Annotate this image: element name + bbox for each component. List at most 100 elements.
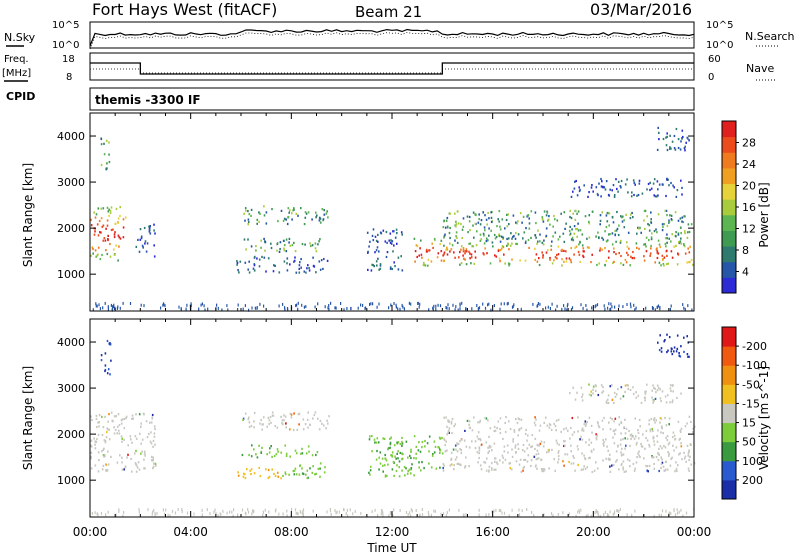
data-cell (524, 458, 527, 461)
data-cell (587, 513, 589, 517)
data-cell (668, 336, 671, 339)
data-cell (520, 427, 523, 430)
data-cell (596, 510, 599, 514)
data-cell (454, 423, 457, 426)
data-cell (570, 444, 572, 447)
data-cell (548, 426, 551, 429)
data-cell (373, 265, 375, 268)
data-cell (576, 212, 578, 215)
data-cell (314, 247, 317, 250)
data-cell (692, 431, 694, 434)
data-cell (131, 417, 133, 420)
data-cell (389, 266, 392, 269)
data-cell (124, 216, 127, 219)
data-cell (335, 511, 337, 515)
data-cell (469, 426, 472, 429)
data-cell (572, 455, 574, 458)
data-cell (105, 249, 107, 252)
x-tick-label: 04:00 (173, 525, 208, 539)
data-cell (490, 308, 492, 312)
data-cell (472, 245, 474, 248)
data-cell (152, 465, 155, 468)
data-cell (670, 147, 672, 150)
data-cell (494, 254, 496, 257)
colorbar-tick-label: 4 (742, 266, 749, 279)
data-cell (623, 226, 626, 229)
data-cell (470, 253, 473, 256)
data-cell (453, 468, 455, 471)
data-cell (666, 148, 669, 152)
data-cell (542, 220, 545, 223)
data-cell (484, 229, 486, 232)
data-cell (439, 243, 441, 246)
data-cell (407, 470, 409, 473)
data-cell (657, 341, 659, 344)
data-cell (390, 454, 392, 457)
data-cell (579, 260, 581, 263)
data-cell (106, 469, 108, 473)
data-cell (570, 462, 573, 465)
data-cell (247, 510, 250, 514)
data-cell (639, 425, 641, 428)
data-cell (135, 470, 138, 473)
data-cell (271, 208, 273, 211)
data-cell (413, 237, 416, 240)
data-cell (651, 455, 653, 458)
data-cell (421, 446, 423, 449)
data-cell (518, 513, 521, 517)
data-cell (665, 401, 668, 404)
x-axis-label: Time UT (366, 541, 417, 554)
data-cell (588, 222, 591, 225)
data-cell (525, 428, 527, 432)
data-cell (530, 459, 533, 462)
data-cell (279, 248, 281, 251)
data-cell (490, 229, 492, 232)
data-cell (100, 163, 103, 167)
data-cell (343, 508, 345, 511)
data-cell (152, 439, 155, 442)
x-tick-label: 16:00 (475, 525, 510, 539)
data-cell (97, 451, 100, 454)
data-cell (107, 420, 109, 423)
data-cell (653, 443, 656, 446)
power-colorbar-label: Power [dB] (757, 182, 771, 247)
data-cell (118, 245, 120, 248)
data-cell (478, 218, 480, 221)
data-cell (419, 247, 421, 250)
data-cell (629, 434, 632, 437)
data-cell (543, 210, 546, 213)
data-cell (322, 218, 325, 221)
data-cell (485, 469, 488, 472)
data-cell (582, 247, 585, 250)
data-cell (581, 427, 584, 430)
data-cell (619, 241, 622, 244)
data-cell (293, 241, 295, 244)
data-cell (449, 236, 451, 240)
data-cell (658, 183, 661, 186)
data-cell (252, 267, 255, 270)
data-cell (588, 393, 591, 396)
data-cell (274, 474, 277, 478)
data-cell (658, 261, 661, 264)
data-cell (563, 211, 566, 214)
data-cell (666, 132, 668, 135)
data-cell (317, 417, 319, 420)
data-cell (660, 399, 662, 403)
data-cell (572, 190, 574, 193)
data-cell (444, 233, 446, 236)
data-cell (456, 443, 458, 446)
data-cell (113, 235, 116, 239)
data-cell (424, 445, 426, 448)
data-cell (263, 304, 265, 308)
data-cell (293, 469, 296, 472)
data-cell (112, 228, 114, 231)
data-cell (290, 416, 293, 419)
data-cell (591, 431, 593, 434)
data-cell (418, 461, 420, 464)
data-cell (254, 255, 256, 258)
data-cell (389, 232, 392, 235)
data-cell (258, 258, 261, 261)
data-cell (138, 508, 140, 511)
data-cell (600, 177, 602, 181)
colorbar-tick-label: 8 (742, 244, 749, 257)
